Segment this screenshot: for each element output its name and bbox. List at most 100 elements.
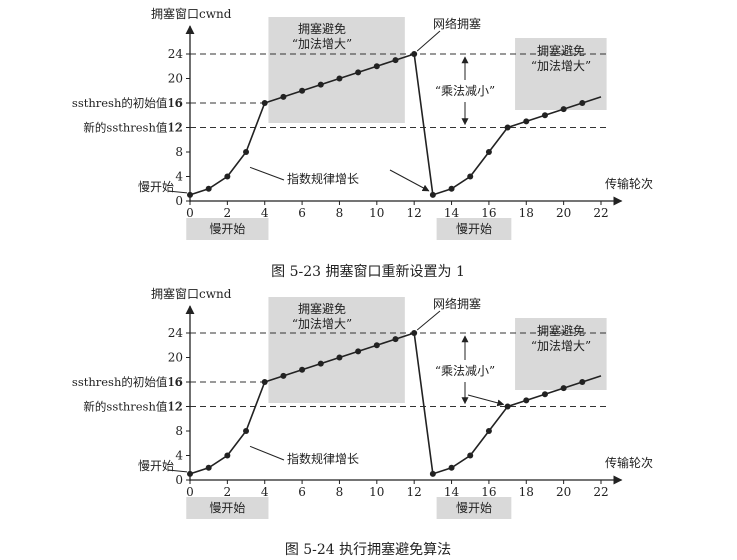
slow-start-band-label-2: 慢开始 [456, 222, 492, 236]
cwnd-data-point [579, 100, 586, 106]
cwnd-data-point [205, 185, 212, 192]
x-tick-label: 10 [369, 485, 384, 499]
slow-start-label: 慢开始 [138, 180, 174, 194]
congestion-avoidance-band-1 [268, 17, 405, 123]
exponential-growth-label: 指数规律增长 [287, 171, 359, 186]
y-tick-label: 12 [168, 400, 183, 414]
slow-start-band-1 [186, 497, 269, 519]
cwnd-data-point [336, 75, 343, 82]
congestion-avoidance-band-2 [515, 318, 607, 390]
slow-start-band-2 [436, 218, 512, 240]
multiplicative-decrease-label: “乘法减小” [435, 84, 495, 98]
cwnd-data-point [560, 106, 567, 113]
cwnd-data-point [280, 372, 287, 379]
cwnd-data-point [429, 191, 436, 198]
cwnd-data-point [504, 124, 511, 131]
cwnd-data-point [317, 81, 324, 88]
cwnd-data-point [392, 336, 399, 343]
y-tick-label: 16 [168, 96, 183, 110]
x-tick-label: 18 [519, 206, 534, 220]
slow-start-band-label-1: 慢开始 [209, 222, 245, 236]
y-tick-label: 8 [175, 145, 183, 159]
cwnd-data-point [224, 173, 231, 180]
slow-start-label: 慢开始 [138, 459, 174, 473]
y-axis-label: 拥塞窗口cwnd [151, 6, 232, 21]
x-tick-label: 14 [444, 485, 460, 499]
cwnd-data-point [523, 118, 530, 125]
slow-start-band-label-2: 慢开始 [456, 501, 492, 515]
cwnd-data-point [448, 464, 455, 471]
x-tick-label: 4 [261, 485, 269, 499]
x-tick-label: 10 [369, 206, 384, 220]
multiplicative-decrease-label: “乘法减小” [435, 364, 495, 378]
y-tick-label: 16 [168, 375, 183, 389]
y-tick-label: 12 [168, 121, 183, 135]
cwnd-data-point [187, 470, 193, 477]
x-tick-label: 12 [407, 485, 422, 499]
additive-increase-label-2: “加法增大” [531, 59, 591, 73]
figure-caption: 图 5-23 拥塞窗口重新设置为 1 [271, 263, 465, 280]
cwnd-data-point [355, 69, 362, 76]
additive-increase-label-2: “加法增大” [531, 339, 591, 353]
cwnd-data-point [299, 87, 306, 94]
network-congestion-leader [416, 310, 441, 331]
exponential-growth-leader [249, 445, 285, 461]
x-tick-label: 6 [298, 206, 306, 220]
congestion-avoidance-label-1: 拥塞避免 [298, 21, 346, 36]
slow-start-leader [167, 190, 188, 194]
y-tick-label: 0 [175, 473, 183, 487]
congestion-avoidance-band-2 [515, 38, 607, 110]
congestion-avoidance-band-1 [268, 297, 405, 403]
cwnd-data-point [261, 379, 268, 385]
y-tick-label: 20 [168, 72, 183, 86]
network-congestion-label: 网络拥塞 [433, 16, 481, 31]
x-tick-label: 0 [186, 206, 194, 220]
x-tick-label: 8 [336, 206, 344, 220]
y-axis-label: 拥塞窗口cwnd [151, 286, 232, 301]
cwnd-data-point [373, 63, 380, 70]
y-tick-label: 24 [168, 326, 184, 340]
cwnd-data-point [485, 149, 492, 155]
x-tick-label: 16 [481, 485, 496, 499]
cwnd-data-point [243, 428, 250, 434]
y-tick-label: 24 [168, 47, 184, 61]
x-tick-label: 20 [556, 206, 571, 220]
cwnd-data-point [429, 470, 436, 477]
x-tick-label: 22 [593, 485, 608, 499]
exponential-growth-leader [249, 166, 285, 181]
x-tick-label: 20 [556, 485, 571, 499]
exponential-growth-label: 指数规律增长 [287, 451, 359, 466]
x-tick-label: 18 [519, 485, 534, 499]
ssthresh-new-label: 新的ssthresh值12 [83, 121, 182, 135]
congestion-avoidance-label-2: 拥塞避免 [537, 323, 585, 338]
cwnd-data-point [373, 342, 380, 349]
cwnd-data-point [243, 149, 250, 155]
cwnd-data-point [541, 112, 548, 119]
additive-increase-label-1: “加法增大” [292, 317, 352, 331]
congestion-avoidance-label-2: 拥塞避免 [537, 43, 585, 58]
cwnd-data-point [261, 100, 268, 106]
cwnd-data-point [205, 464, 212, 471]
reset-to-one-arrow [389, 169, 430, 192]
ssthresh-initial-label: ssthresh的初始值16 [72, 96, 182, 110]
x-axis-label: 传输轮次 [605, 455, 653, 470]
cwnd-data-point [560, 385, 567, 392]
x-tick-label: 2 [224, 485, 232, 499]
cwnd-data-point [299, 366, 306, 373]
slow-start-leader [167, 469, 188, 473]
figure-caption: 图 5-24 执行拥塞避免算法 [285, 541, 451, 558]
cwnd-data-point [411, 330, 418, 336]
cwnd-data-point [579, 379, 586, 385]
cwnd-data-point [467, 452, 474, 459]
x-tick-label: 2 [224, 206, 232, 220]
cwnd-data-point [541, 391, 548, 398]
cwnd-data-point [224, 452, 231, 459]
cwnd-data-point [467, 173, 474, 180]
x-tick-label: 14 [444, 206, 460, 220]
x-tick-label: 12 [407, 206, 422, 220]
slow-start-band-1 [186, 218, 269, 240]
cwnd-data-point [411, 51, 418, 57]
congestion-avoidance-label-1: 拥塞避免 [298, 301, 346, 316]
